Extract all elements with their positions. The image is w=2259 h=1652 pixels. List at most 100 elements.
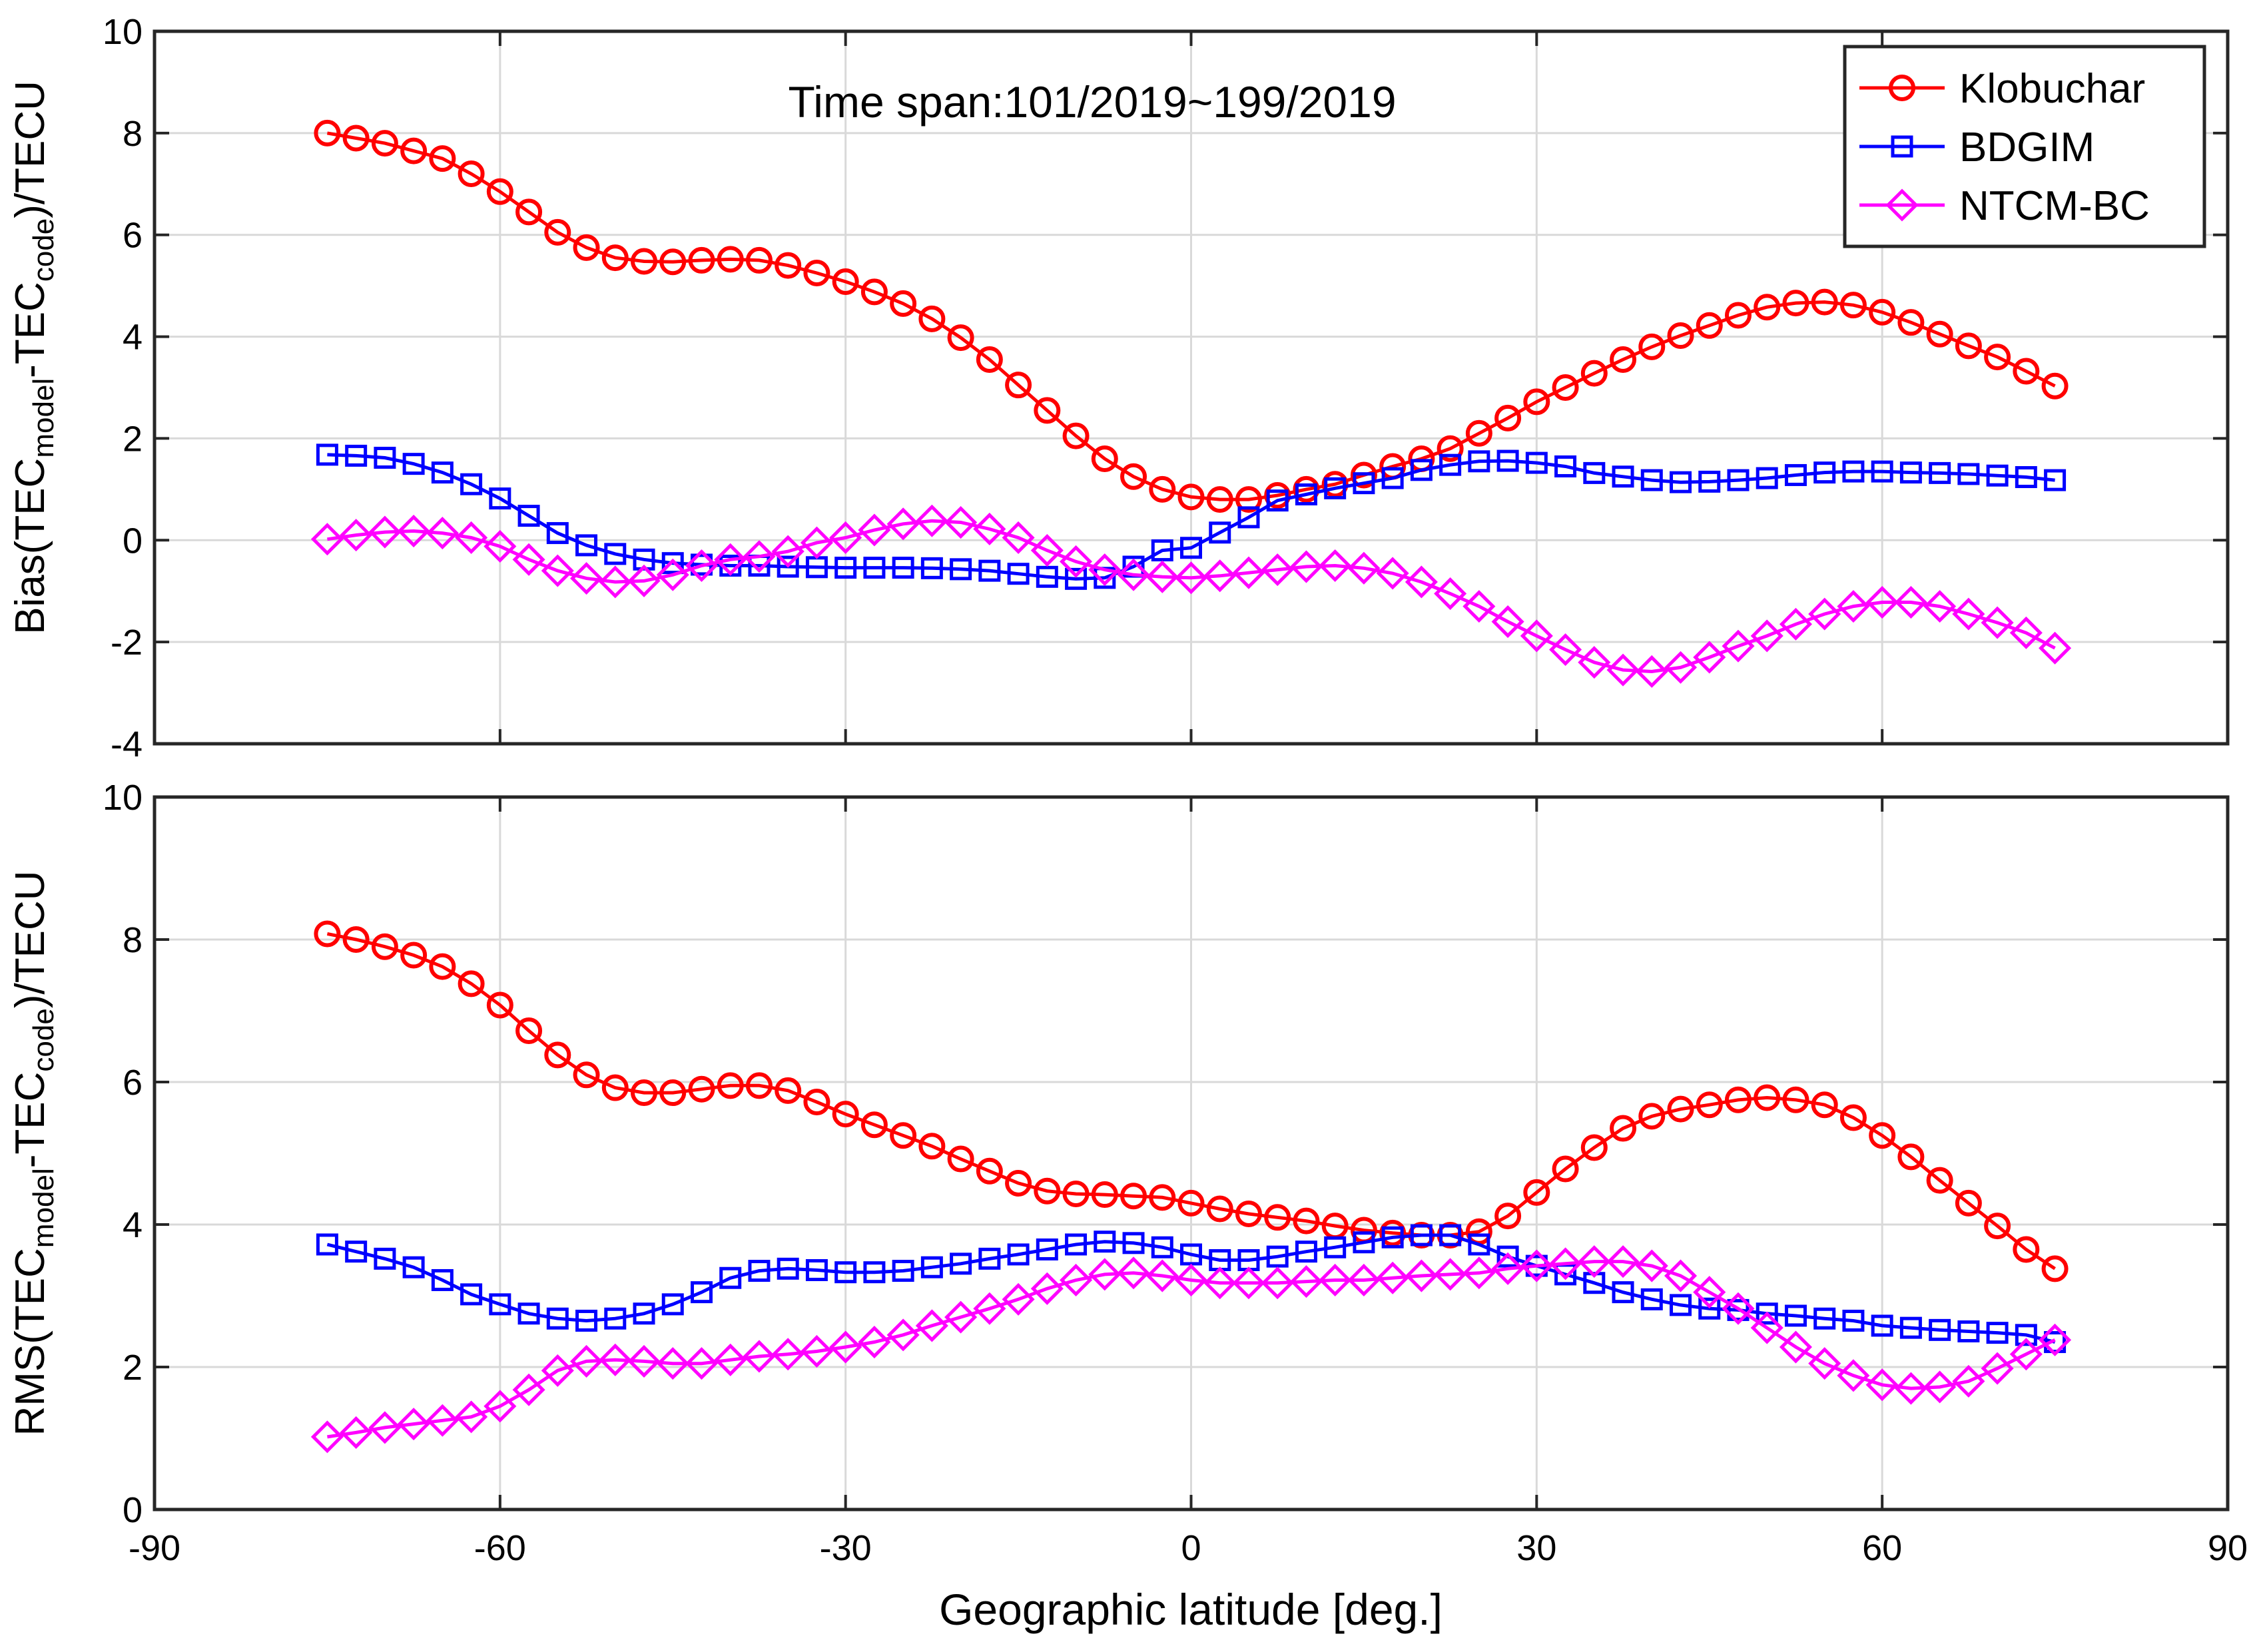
data-point-bdgim xyxy=(1439,453,1462,476)
data-point-ntcm-bc xyxy=(1060,545,1093,578)
data-point-ntcm-bc xyxy=(1203,1266,1237,1300)
data-point-bdgim xyxy=(1986,464,2009,487)
data-point-bdgim xyxy=(1842,460,1865,483)
data-point-bdgim xyxy=(1353,472,1375,495)
data-point-klobuchar xyxy=(1264,482,1291,509)
x-tick-label: -30 xyxy=(820,1528,872,1568)
x-tick-label: -90 xyxy=(129,1528,180,1568)
data-point-ntcm-bc xyxy=(541,554,574,587)
data-point-ntcm-bc xyxy=(1606,653,1640,687)
data-point-klobuchar xyxy=(1955,1189,1982,1217)
data-point-bdgim xyxy=(1237,506,1260,529)
data-point-ntcm-bc xyxy=(1664,1259,1698,1292)
data-point-bdgim xyxy=(661,552,684,575)
data-point-bdgim xyxy=(460,473,483,495)
data-point-ntcm-bc xyxy=(1722,629,1755,663)
data-point-bdgim xyxy=(690,1281,713,1304)
data-point-ntcm-bc xyxy=(1578,1245,1611,1278)
data-point-ntcm-bc xyxy=(1491,1252,1524,1285)
data-point-bdgim xyxy=(546,522,569,545)
data-point-ntcm-bc xyxy=(1462,590,1496,623)
data-point-klobuchar xyxy=(544,218,571,246)
data-point-bdgim xyxy=(2044,1331,2067,1354)
data-point-ntcm-bc xyxy=(1808,597,1841,631)
data-point-klobuchar xyxy=(890,1122,917,1149)
data-point-klobuchar xyxy=(947,324,974,352)
data-point-ntcm-bc xyxy=(1405,1259,1438,1292)
data-point-bdgim xyxy=(719,1266,742,1289)
data-point-ntcm-bc xyxy=(1952,597,1985,631)
data-point-ntcm-bc xyxy=(1635,655,1668,688)
data-point-ntcm-bc xyxy=(1203,559,1237,593)
series-markers-bdgim xyxy=(316,443,2067,590)
data-point-klobuchar xyxy=(1437,435,1464,462)
series-markers-klobuchar xyxy=(314,119,2069,513)
data-point-klobuchar xyxy=(1638,333,1666,360)
data-point-ntcm-bc xyxy=(2039,631,2072,665)
data-point-bdgim xyxy=(1122,1232,1145,1254)
data-point-ntcm-bc xyxy=(915,504,948,537)
data-point-ntcm-bc xyxy=(714,543,747,576)
legend-entry-ntcm-bc: NTCM-BC xyxy=(1859,183,2150,229)
data-point-ntcm-bc xyxy=(1117,1256,1150,1290)
data-point-klobuchar xyxy=(1782,1086,1809,1113)
data-point-bdgim xyxy=(892,557,914,579)
y-tick-label: 6 xyxy=(123,1063,143,1103)
data-point-bdgim xyxy=(920,1256,943,1278)
data-point-ntcm-bc xyxy=(973,1292,1006,1325)
data-point-ntcm-bc xyxy=(1808,1347,1841,1380)
series-markers-ntcm-bc xyxy=(310,504,2072,688)
data-point-klobuchar xyxy=(631,248,658,275)
data-point-klobuchar xyxy=(1091,445,1118,472)
data-point-bdgim xyxy=(1180,537,1202,559)
x-tick-label: 90 xyxy=(2208,1528,2248,1568)
data-point-klobuchar xyxy=(1120,1183,1147,1210)
data-point-klobuchar xyxy=(1494,404,1522,431)
data-point-ntcm-bc xyxy=(743,1340,776,1373)
legend-label: NTCM-BC xyxy=(1959,183,2150,229)
data-point-klobuchar xyxy=(1149,1184,1176,1211)
data-point-bdgim xyxy=(1151,1236,1173,1258)
data-point-klobuchar xyxy=(1897,309,1925,336)
series-markers-bdgim xyxy=(316,1224,2067,1354)
data-point-klobuchar xyxy=(1264,1204,1291,1231)
data-point-ntcm-bc xyxy=(1376,1261,1409,1294)
data-point-klobuchar xyxy=(1839,292,1867,319)
data-point-bdgim xyxy=(1324,477,1347,499)
data-point-klobuchar xyxy=(429,145,456,172)
y-tick-label: 10 xyxy=(103,12,143,52)
data-point-klobuchar xyxy=(1897,1143,1925,1171)
data-point-ntcm-bc xyxy=(455,1400,488,1434)
x-tick-label: -60 xyxy=(474,1528,526,1568)
data-point-klobuchar xyxy=(1350,461,1377,489)
data-point-ntcm-bc xyxy=(1405,565,1438,599)
legend: Klobuchar BDGIM NTCM-BC xyxy=(1843,45,2206,248)
data-point-klobuchar xyxy=(1293,1207,1320,1235)
data-point-bdgim xyxy=(517,505,540,527)
data-point-klobuchar xyxy=(1552,1155,1579,1183)
data-point-bdgim xyxy=(1209,521,1231,544)
data-point-ntcm-bc xyxy=(1174,1263,1208,1296)
data-point-ntcm-bc xyxy=(1981,606,2014,639)
legend-entry-bdgim: BDGIM xyxy=(1859,125,2095,170)
data-point-ntcm-bc xyxy=(771,535,805,568)
data-point-ntcm-bc xyxy=(541,1354,574,1387)
data-point-ntcm-bc xyxy=(570,1344,603,1378)
data-point-klobuchar xyxy=(1120,463,1147,490)
data-point-klobuchar xyxy=(601,1074,629,1101)
legend-marker xyxy=(1891,135,1913,158)
data-point-ntcm-bc xyxy=(1117,558,1150,591)
data-point-ntcm-bc xyxy=(1635,1249,1668,1282)
data-point-klobuchar xyxy=(832,268,859,296)
data-point-klobuchar xyxy=(1321,471,1349,498)
data-point-klobuchar xyxy=(1724,302,1752,329)
data-point-bdgim xyxy=(1353,1231,1375,1254)
data-point-ntcm-bc xyxy=(1376,557,1409,590)
data-point-ntcm-bc xyxy=(1319,1263,1352,1296)
data-point-ntcm-bc xyxy=(1722,1292,1755,1325)
data-point-ntcm-bc xyxy=(1261,1266,1294,1300)
data-point-ntcm-bc xyxy=(1434,577,1467,611)
data-point-klobuchar xyxy=(515,1017,543,1044)
data-point-ntcm-bc xyxy=(1060,1263,1093,1296)
data-point-bdgim xyxy=(1871,1314,1893,1337)
